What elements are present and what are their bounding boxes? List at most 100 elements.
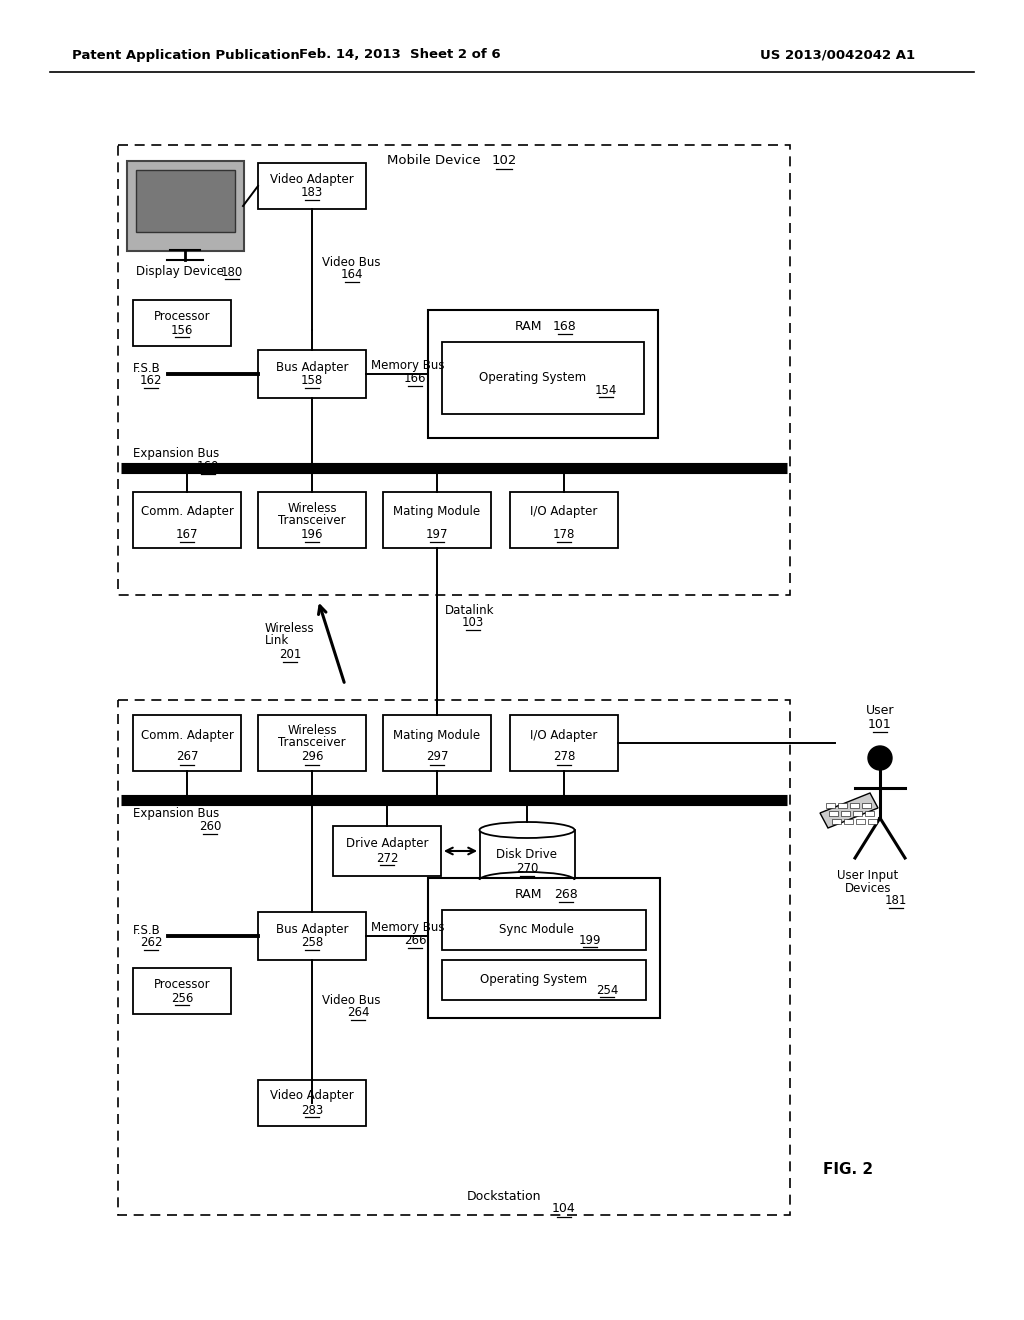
Text: 254: 254 xyxy=(596,983,618,997)
Text: 264: 264 xyxy=(347,1006,370,1019)
Text: Datalink: Datalink xyxy=(445,603,495,616)
Bar xyxy=(442,909,646,950)
Text: 262: 262 xyxy=(139,936,162,949)
Text: 158: 158 xyxy=(301,375,324,388)
Text: Operating System: Operating System xyxy=(480,974,588,986)
Text: Expansion Bus: Expansion Bus xyxy=(133,808,219,821)
Bar xyxy=(853,810,862,816)
Text: I/O Adapter: I/O Adapter xyxy=(530,506,598,519)
Bar xyxy=(510,715,618,771)
Text: Wireless: Wireless xyxy=(287,725,337,738)
Text: Feb. 14, 2013  Sheet 2 of 6: Feb. 14, 2013 Sheet 2 of 6 xyxy=(299,49,501,62)
Text: Wireless: Wireless xyxy=(265,622,314,635)
Text: Memory Bus: Memory Bus xyxy=(371,359,444,371)
Text: 104: 104 xyxy=(552,1203,575,1216)
Bar xyxy=(383,492,490,548)
Text: Disk Drive: Disk Drive xyxy=(497,849,557,862)
Text: I/O Adapter: I/O Adapter xyxy=(530,729,598,742)
Text: 154: 154 xyxy=(595,384,617,396)
Text: 162: 162 xyxy=(139,375,162,388)
Bar xyxy=(118,145,790,595)
Text: RAM: RAM xyxy=(514,319,542,333)
Text: 270: 270 xyxy=(516,862,539,875)
Bar xyxy=(258,715,366,771)
Polygon shape xyxy=(820,793,878,828)
Bar xyxy=(258,162,366,209)
Text: 266: 266 xyxy=(403,935,426,948)
Text: Mobile Device: Mobile Device xyxy=(387,154,481,168)
Text: 256: 256 xyxy=(171,991,194,1005)
Bar xyxy=(258,492,366,548)
Text: 268: 268 xyxy=(554,887,578,900)
Text: F.S.B: F.S.B xyxy=(133,924,161,936)
Bar xyxy=(850,803,859,808)
Text: 101: 101 xyxy=(868,718,892,730)
Bar xyxy=(838,803,847,808)
Text: 283: 283 xyxy=(301,1104,324,1117)
Text: Operating System: Operating System xyxy=(479,371,587,384)
Bar xyxy=(118,700,790,1214)
Bar xyxy=(510,492,618,548)
Text: US 2013/0042042 A1: US 2013/0042042 A1 xyxy=(760,49,915,62)
Circle shape xyxy=(868,746,892,770)
Text: 164: 164 xyxy=(341,268,364,281)
Text: F.S.B: F.S.B xyxy=(133,362,161,375)
Bar xyxy=(383,715,490,771)
Bar xyxy=(831,818,841,824)
Text: User: User xyxy=(865,704,894,717)
Bar xyxy=(258,1080,366,1126)
Text: 296: 296 xyxy=(301,751,324,763)
FancyBboxPatch shape xyxy=(127,161,244,251)
Text: Processor: Processor xyxy=(154,309,210,322)
Text: Wireless: Wireless xyxy=(287,502,337,515)
Bar xyxy=(133,968,231,1014)
Text: 156: 156 xyxy=(171,323,194,337)
Bar xyxy=(829,810,838,816)
Text: 260: 260 xyxy=(199,821,221,833)
Bar xyxy=(868,818,877,824)
Text: Display Device: Display Device xyxy=(136,265,224,279)
Text: 180: 180 xyxy=(221,265,243,279)
Bar xyxy=(856,818,865,824)
Bar xyxy=(136,170,234,232)
Text: RAM: RAM xyxy=(515,887,543,900)
Ellipse shape xyxy=(479,822,574,838)
Text: 167: 167 xyxy=(176,528,199,540)
Bar xyxy=(865,810,874,816)
Text: 267: 267 xyxy=(176,751,199,763)
Text: Comm. Adapter: Comm. Adapter xyxy=(140,729,233,742)
Text: Bus Adapter: Bus Adapter xyxy=(275,360,348,374)
Text: Transceiver: Transceiver xyxy=(279,737,346,750)
Text: Bus Adapter: Bus Adapter xyxy=(275,923,348,936)
Text: 196: 196 xyxy=(301,528,324,540)
Text: 272: 272 xyxy=(376,851,398,865)
Text: 278: 278 xyxy=(553,751,575,763)
Text: 168: 168 xyxy=(553,319,577,333)
Bar xyxy=(862,803,871,808)
Text: 297: 297 xyxy=(426,751,449,763)
Bar xyxy=(480,830,575,880)
Bar xyxy=(442,960,646,1001)
Text: 181: 181 xyxy=(885,895,907,908)
Text: FIG. 2: FIG. 2 xyxy=(823,1163,873,1177)
Text: User Input: User Input xyxy=(838,870,899,883)
Text: 102: 102 xyxy=(492,154,517,168)
Text: 199: 199 xyxy=(579,933,601,946)
Bar xyxy=(133,300,231,346)
Text: 160: 160 xyxy=(197,461,219,474)
Bar xyxy=(258,912,366,960)
Text: Sync Module: Sync Module xyxy=(499,924,573,936)
Text: Transceiver: Transceiver xyxy=(279,513,346,527)
Text: Drive Adapter: Drive Adapter xyxy=(346,837,428,850)
Text: 183: 183 xyxy=(301,186,324,199)
Text: Video Bus: Video Bus xyxy=(322,256,381,268)
Text: Devices: Devices xyxy=(845,883,891,895)
Text: Expansion Bus: Expansion Bus xyxy=(133,447,219,461)
Text: Video Adapter: Video Adapter xyxy=(270,1089,354,1102)
Bar xyxy=(133,715,241,771)
Text: Comm. Adapter: Comm. Adapter xyxy=(140,506,233,519)
Bar xyxy=(428,310,658,438)
Text: Patent Application Publication: Patent Application Publication xyxy=(72,49,300,62)
Bar xyxy=(826,803,835,808)
Text: Mating Module: Mating Module xyxy=(393,506,480,519)
